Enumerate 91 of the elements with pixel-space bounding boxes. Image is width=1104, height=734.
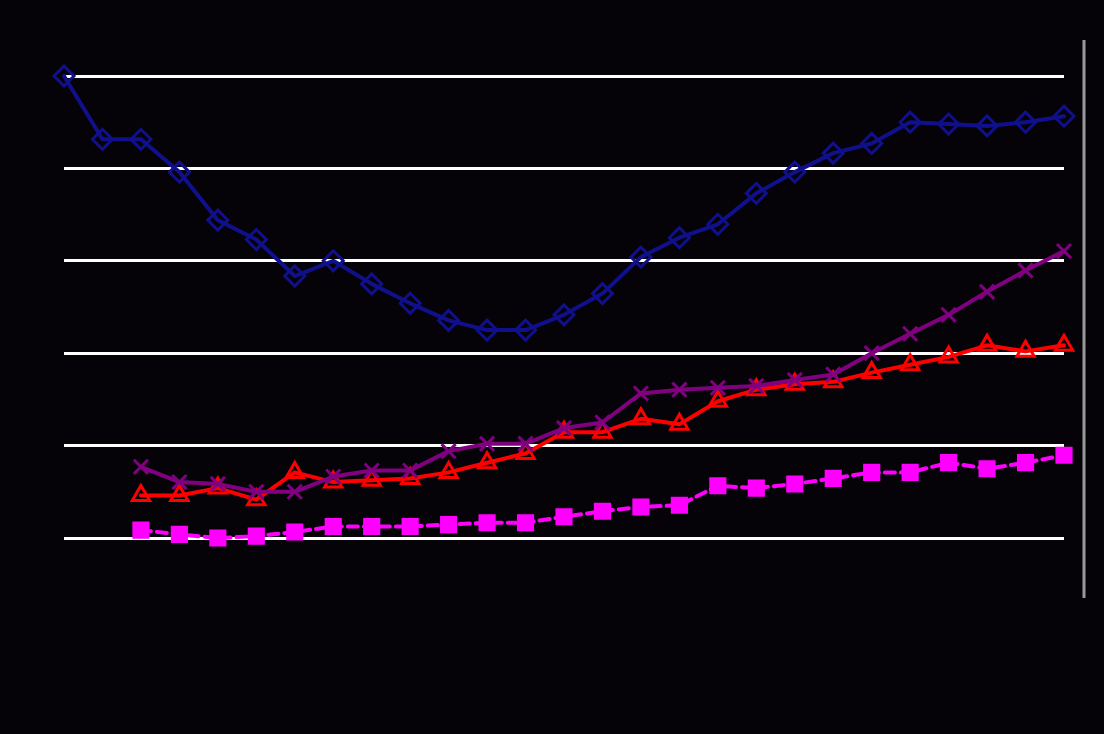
point [440,516,458,534]
point [361,468,382,487]
point [324,517,342,536]
point [478,435,496,453]
point [284,460,305,479]
point [1016,261,1035,280]
point [632,384,650,402]
point [821,141,845,165]
point [167,160,191,184]
point [901,325,919,343]
point [667,226,691,250]
point [670,496,688,514]
point [170,473,188,491]
point [169,484,190,502]
point [629,245,653,269]
point [401,517,419,536]
point [707,389,729,408]
point [1055,242,1073,260]
point [440,442,458,460]
point [552,303,576,327]
point [632,498,650,516]
point [398,291,422,315]
point [940,454,958,472]
point [976,333,998,352]
point [669,412,690,431]
point [1015,339,1036,358]
point [824,469,842,487]
point [937,112,961,136]
point [1055,446,1073,464]
point [593,413,612,432]
point [1014,110,1038,134]
point [90,127,114,151]
point [978,283,996,301]
point [478,514,496,532]
point [1053,333,1075,352]
point [824,365,842,384]
point [978,460,996,478]
point [593,502,612,520]
point [437,308,461,332]
point [515,441,536,460]
point [129,127,153,151]
point [132,458,150,476]
point [783,160,807,184]
point [861,361,882,380]
point [555,508,573,526]
point [975,114,999,138]
point [283,264,307,288]
point [438,460,459,479]
point [670,381,688,399]
point [860,131,884,155]
point [206,208,230,232]
point [476,451,498,470]
point [475,318,499,342]
point [363,517,381,536]
point [363,461,381,480]
point [52,64,76,88]
point [744,181,768,205]
point [899,353,921,372]
point [130,484,152,502]
point [898,110,922,134]
point [286,523,304,541]
point [516,514,535,532]
point [938,345,959,364]
point [940,306,958,324]
point [709,379,727,397]
point [132,521,150,539]
point [709,477,727,495]
point [863,463,881,481]
point [170,525,188,543]
point [901,463,919,481]
point [747,479,765,497]
point [706,212,730,236]
point [247,483,265,501]
point [1016,454,1035,472]
point [823,370,844,389]
point [321,249,345,273]
point [786,475,804,493]
point [863,344,881,362]
point [399,466,421,485]
point [360,272,384,296]
point [592,420,613,439]
point [401,461,419,480]
point [286,483,304,501]
point [590,282,614,306]
point [1052,104,1076,128]
point [516,435,535,453]
point [209,529,227,547]
point [514,318,538,342]
point [630,407,652,426]
point [247,527,265,545]
point [244,228,268,252]
